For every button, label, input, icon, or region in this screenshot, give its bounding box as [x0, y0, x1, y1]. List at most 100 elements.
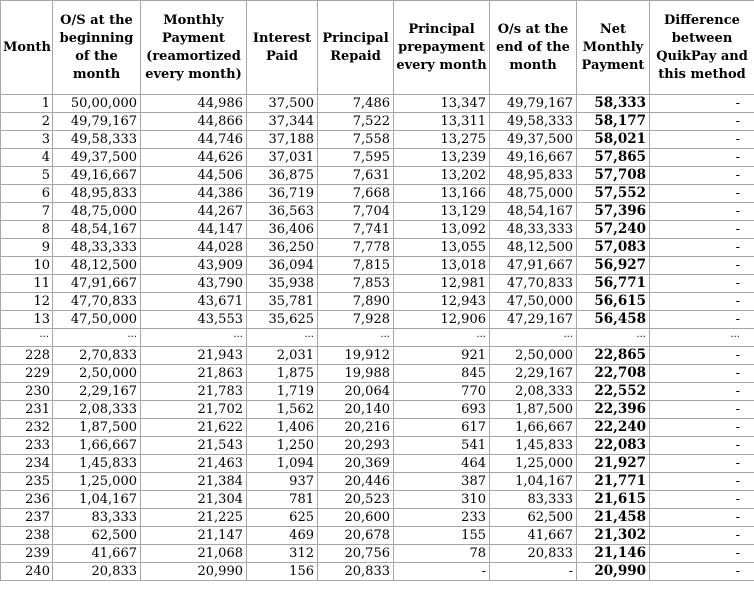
cell-difference: -	[649, 184, 754, 203]
cell-os-end: 62,500	[489, 508, 577, 527]
cell-difference: -	[649, 94, 754, 113]
table-row: 235 1,25,000 21,384 937 20,446 387 1,04,167 21,…	[0, 472, 754, 491]
cell-net-monthly-payment: 21,146	[576, 544, 650, 563]
cell-difference: -	[649, 418, 754, 437]
cell-difference: -	[649, 238, 754, 257]
cell-principal-repaid: 7,631	[317, 166, 394, 185]
cell-interest-paid: 469	[246, 526, 318, 545]
cell-os-beginning: 47,50,000	[52, 310, 141, 329]
cell-principal-prepayment: 233	[393, 508, 490, 527]
cell-interest-paid: 36,094	[246, 256, 318, 275]
table-row: 230 2,29,167 21,783 1,719 20,064 770 2,08,333 2…	[0, 382, 754, 401]
table-row: 6 48,95,833 44,386 36,719 7,668 13,166 48,75,0…	[0, 184, 754, 203]
ellipsis-cell: ...	[489, 328, 577, 347]
cell-os-end: 83,333	[489, 490, 577, 509]
cell-os-beginning: 48,12,500	[52, 256, 141, 275]
cell-interest-paid: 36,406	[246, 220, 318, 239]
cell-monthly-payment: 21,543	[140, 436, 247, 455]
cell-principal-prepayment: 310	[393, 490, 490, 509]
ellipsis-cell: ...	[0, 328, 53, 347]
cell-principal-repaid: 7,778	[317, 238, 394, 257]
cell-difference: -	[649, 166, 754, 185]
cell-interest-paid: 937	[246, 472, 318, 491]
cell-interest-paid: 36,250	[246, 238, 318, 257]
cell-monthly-payment: 21,384	[140, 472, 247, 491]
cell-interest-paid: 1,875	[246, 364, 318, 383]
header-monthly-payment: Monthly Payment (reamortized every month…	[140, 0, 247, 95]
table-row: 3 49,58,333 44,746 37,188 7,558 13,275 49,37,5…	[0, 130, 754, 149]
cell-interest-paid: 35,625	[246, 310, 318, 329]
cell-net-monthly-payment: 21,458	[576, 508, 650, 527]
cell-net-monthly-payment: 21,771	[576, 472, 650, 491]
cell-principal-prepayment: 78	[393, 544, 490, 563]
cell-principal-repaid: 19,988	[317, 364, 394, 383]
ellipsis-row: ...........................	[0, 328, 754, 347]
cell-principal-prepayment: 13,239	[393, 148, 490, 167]
cell-monthly-payment: 21,304	[140, 490, 247, 509]
cell-interest-paid: 36,563	[246, 202, 318, 221]
cell-month: 6	[0, 184, 53, 203]
cell-principal-repaid: 20,833	[317, 562, 394, 581]
cell-principal-repaid: 20,446	[317, 472, 394, 491]
cell-os-beginning: 83,333	[52, 508, 141, 527]
ellipsis-cell: ...	[576, 328, 650, 347]
cell-os-end: 47,70,833	[489, 274, 577, 293]
cell-difference: -	[649, 400, 754, 419]
cell-interest-paid: 1,094	[246, 454, 318, 473]
cell-monthly-payment: 44,866	[140, 112, 247, 131]
table-row: 11 47,91,667 43,790 35,938 7,853 12,981 47,70,…	[0, 274, 754, 293]
cell-net-monthly-payment: 57,083	[576, 238, 650, 257]
cell-month: 237	[0, 508, 53, 527]
cell-os-beginning: 48,54,167	[52, 220, 141, 239]
cell-os-beginning: 1,66,667	[52, 436, 141, 455]
cell-monthly-payment: 43,909	[140, 256, 247, 275]
cell-os-end: 1,45,833	[489, 436, 577, 455]
table-row: 13 47,50,000 43,553 35,625 7,928 12,906 47,29,…	[0, 310, 754, 329]
cell-os-end: 20,833	[489, 544, 577, 563]
cell-monthly-payment: 44,028	[140, 238, 247, 257]
table-row: 237 83,333 21,225 625 20,600 233 62,500 21,458-	[0, 508, 754, 527]
cell-principal-repaid: 20,369	[317, 454, 394, 473]
cell-interest-paid: 36,719	[246, 184, 318, 203]
cell-difference: -	[649, 454, 754, 473]
cell-difference: -	[649, 130, 754, 149]
cell-monthly-payment: 43,790	[140, 274, 247, 293]
cell-principal-prepayment: 693	[393, 400, 490, 419]
cell-month: 3	[0, 130, 53, 149]
cell-os-end: 48,12,500	[489, 238, 577, 257]
cell-net-monthly-payment: 57,552	[576, 184, 650, 203]
cell-difference: -	[649, 292, 754, 311]
cell-difference: -	[649, 526, 754, 545]
cell-principal-repaid: 7,522	[317, 112, 394, 131]
table-row: 232 1,87,500 21,622 1,406 20,216 617 1,66,667 2…	[0, 418, 754, 437]
cell-difference: -	[649, 202, 754, 221]
cell-os-end: 1,66,667	[489, 418, 577, 437]
table-row: 236 1,04,167 21,304 781 20,523 310 83,333 21,61…	[0, 490, 754, 509]
cell-principal-prepayment: 13,129	[393, 202, 490, 221]
cell-principal-prepayment: 13,311	[393, 112, 490, 131]
cell-month: 238	[0, 526, 53, 545]
cell-interest-paid: 37,031	[246, 148, 318, 167]
table-row: 229 2,50,000 21,863 1,875 19,988 845 2,29,167 2…	[0, 364, 754, 383]
cell-os-end: 41,667	[489, 526, 577, 545]
cell-os-beginning: 50,00,000	[52, 94, 141, 113]
cell-principal-repaid: 7,558	[317, 130, 394, 149]
cell-net-monthly-payment: 58,021	[576, 130, 650, 149]
cell-month: 229	[0, 364, 53, 383]
cell-principal-repaid: 20,216	[317, 418, 394, 437]
cell-principal-repaid: 20,140	[317, 400, 394, 419]
table-row: 5 49,16,667 44,506 36,875 7,631 13,202 48,95,8…	[0, 166, 754, 185]
cell-difference: -	[649, 310, 754, 329]
cell-monthly-payment: 21,943	[140, 346, 247, 365]
table-row: 1 50,00,000 44,986 37,500 7,486 13,347 49,79,1…	[0, 94, 754, 113]
table-row: 238 62,500 21,147 469 20,678 155 41,667 21,302-	[0, 526, 754, 545]
cell-interest-paid: 1,562	[246, 400, 318, 419]
cell-net-monthly-payment: 21,615	[576, 490, 650, 509]
cell-net-monthly-payment: 57,865	[576, 148, 650, 167]
cell-month: 4	[0, 148, 53, 167]
ellipsis-cell: ...	[393, 328, 490, 347]
cell-interest-paid: 37,344	[246, 112, 318, 131]
cell-net-monthly-payment: 22,865	[576, 346, 650, 365]
table-row: 12 47,70,833 43,671 35,781 7,890 12,943 47,50,…	[0, 292, 754, 311]
cell-os-end: 49,58,333	[489, 112, 577, 131]
